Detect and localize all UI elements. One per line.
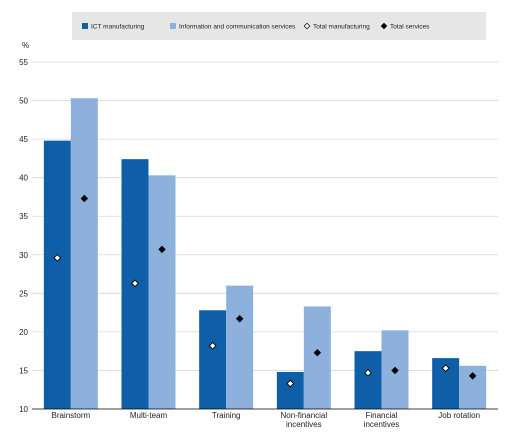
marker-total-services [468, 372, 477, 380]
legend-swatch [82, 23, 88, 29]
y-tick-label: 50 [19, 97, 28, 106]
legend-label: Total manufacturing [313, 23, 370, 30]
bar-ict-manufacturing [354, 351, 382, 409]
x-category-label: Training [212, 411, 241, 420]
marker-total-manufacturing [441, 364, 450, 373]
x-category-label: Financial [365, 411, 397, 420]
bar-ict-services [148, 175, 176, 409]
plot-background [32, 62, 498, 409]
marker-total-manufacturing [286, 379, 295, 388]
legend-box [72, 12, 486, 40]
bars [43, 98, 487, 410]
bar-ict-services [303, 306, 331, 409]
y-tick-label: 35 [19, 212, 28, 221]
bar-ict-manufacturing [276, 371, 304, 409]
legend-marker [303, 22, 311, 30]
y-tick-labels: 10 15 20 25 30 35 40 45 50 55 [19, 58, 28, 414]
y-tick-label: 15 [19, 366, 28, 375]
y-axis-unit: % [22, 41, 29, 50]
legend-marker [380, 22, 388, 30]
legend-label: Information and communication services [179, 23, 296, 30]
bar-ict-services [226, 285, 254, 409]
bar-ict-services [70, 98, 98, 410]
marker-total-manufacturing [131, 279, 139, 288]
marker-total-services [80, 194, 89, 203]
y-tick-label: 40 [19, 174, 28, 183]
y-tick-label: 20 [19, 328, 28, 337]
y-tick-label: 10 [19, 405, 28, 414]
marker-total-manufacturing [364, 368, 372, 377]
marker-total-manufacturing [208, 341, 217, 350]
y-tick-label: 55 [19, 58, 28, 67]
legend-label: ICT manufacturing [91, 23, 145, 30]
x-category-label: Non-financial [280, 411, 327, 420]
marker-total-services [235, 315, 244, 323]
x-category-label: Job rotation [438, 411, 480, 420]
y-tick-label: 45 [19, 135, 28, 144]
x-category-label: Multi-team [130, 411, 168, 420]
bar-ict-manufacturing [199, 310, 227, 409]
legend-label: Total services [390, 23, 430, 30]
gridlines [32, 61, 498, 371]
marker-total-manufacturing [53, 253, 62, 262]
x-category-label: Brainstorm [51, 411, 90, 420]
markers [53, 194, 477, 388]
marker-total-services [158, 245, 166, 254]
legend: ICT manufacturing Information and communi… [72, 12, 486, 40]
x-category-label: incentives [364, 420, 400, 429]
bar-ict-manufacturing [43, 140, 71, 410]
marker-total-services [313, 348, 322, 357]
x-category-labels: Brainstorm Multi-team Training Non-financia… [51, 411, 480, 429]
marker-total-services [391, 366, 399, 375]
y-tick-label: 25 [19, 289, 28, 298]
y-tick-label: 30 [19, 251, 28, 260]
x-category-label: incentives [286, 420, 322, 429]
legend-swatch [170, 23, 176, 29]
